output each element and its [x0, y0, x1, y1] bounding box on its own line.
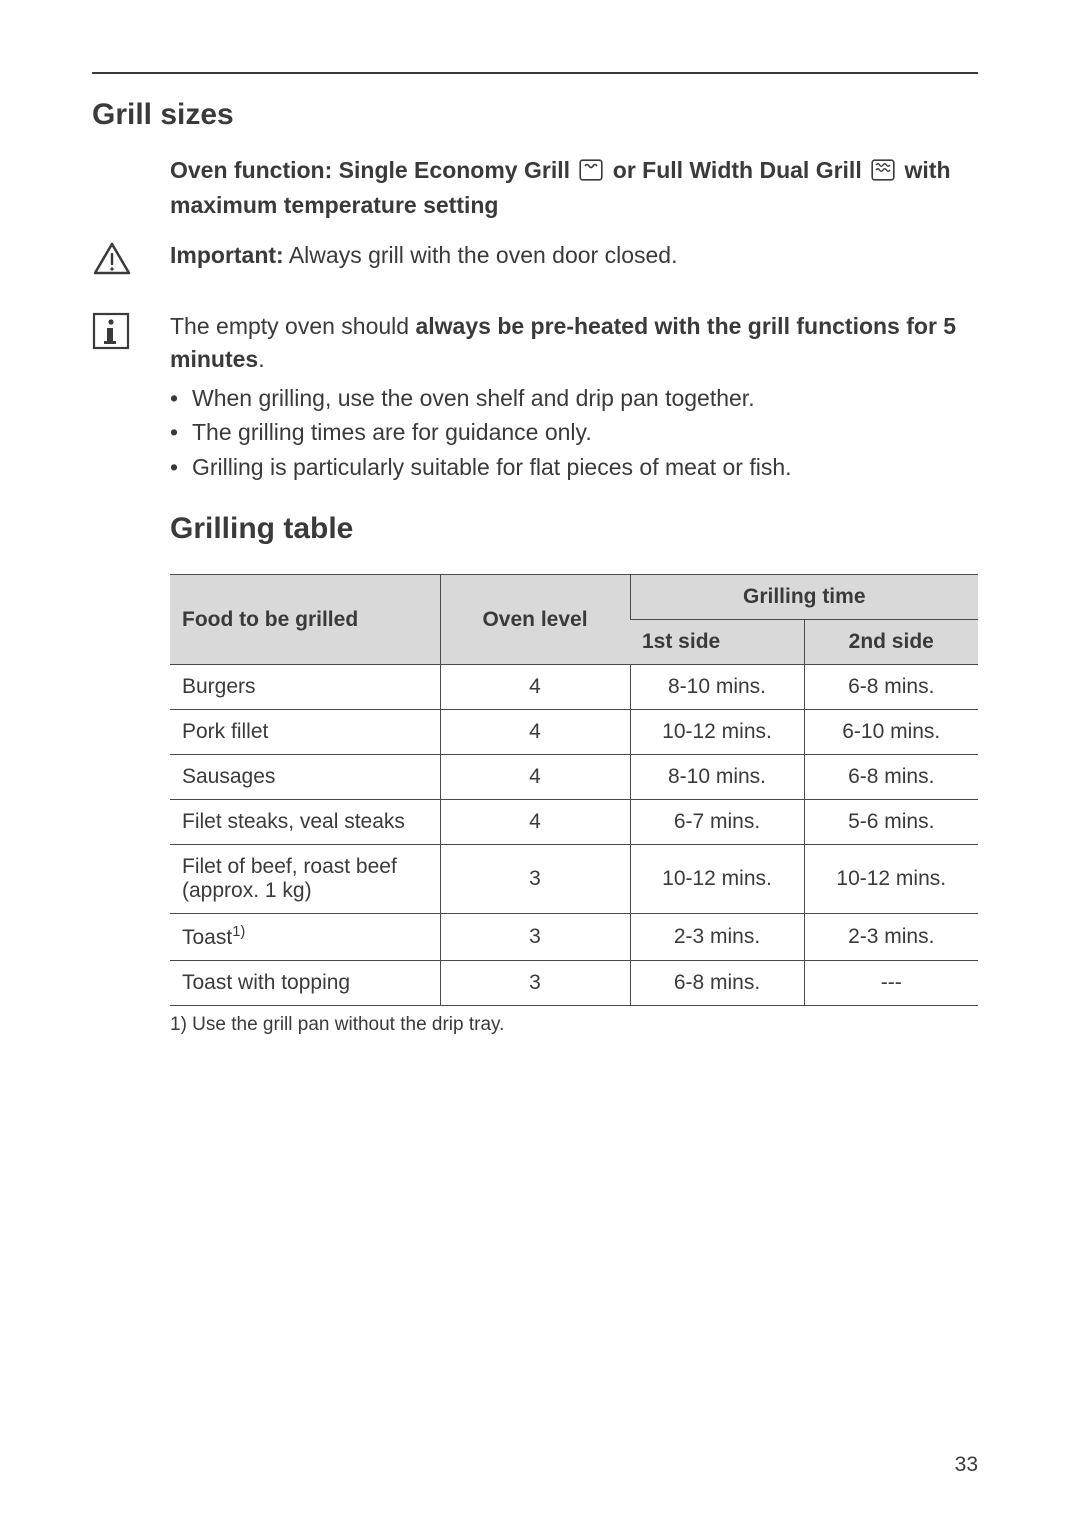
top-rule — [92, 72, 978, 74]
cell-level: 4 — [440, 710, 630, 755]
cell-side1: 10-12 mins. — [630, 710, 804, 755]
cell-food: Filet steaks, veal steaks — [170, 800, 440, 845]
cell-level: 3 — [440, 914, 630, 961]
table-footnote: 1) Use the grill pan without the drip tr… — [170, 1014, 978, 1036]
grilling-table: Food to be grilled Oven level Grilling t… — [170, 574, 978, 1006]
col-header-1st-side: 1st side — [630, 620, 804, 665]
cell-side1: 8-10 mins. — [630, 755, 804, 800]
info-icon — [92, 310, 170, 355]
cell-side2: 2-3 mins. — [804, 914, 978, 961]
page-number: 33 — [955, 1453, 978, 1477]
cell-side1: 6-8 mins. — [630, 961, 804, 1006]
table-row: Sausages48-10 mins.6-8 mins. — [170, 755, 978, 800]
cell-side1: 8-10 mins. — [630, 665, 804, 710]
col-header-level: Oven level — [440, 575, 630, 665]
list-item: When grilling, use the oven shelf and dr… — [170, 381, 978, 416]
cell-food: Burgers — [170, 665, 440, 710]
cell-side2: 10-12 mins. — [804, 845, 978, 914]
dual-grill-icon — [871, 157, 895, 189]
info-trail: . — [258, 346, 264, 372]
list-item: The grilling times are for guidance only… — [170, 415, 978, 450]
important-row: Important: Always grill with the oven do… — [92, 239, 978, 282]
table-row: Toast with topping36-8 mins.--- — [170, 961, 978, 1006]
table-row: Pork fillet410-12 mins.6-10 mins. — [170, 710, 978, 755]
cell-level: 4 — [440, 665, 630, 710]
cell-level: 3 — [440, 961, 630, 1006]
col-header-time: Grilling time — [630, 575, 978, 620]
col-header-food: Food to be grilled — [170, 575, 440, 665]
cell-side1: 10-12 mins. — [630, 845, 804, 914]
important-text: Important: Always grill with the oven do… — [170, 239, 978, 271]
cell-level: 4 — [440, 755, 630, 800]
table-row: Toast1)32-3 mins.2-3 mins. — [170, 914, 978, 961]
cell-level: 4 — [440, 800, 630, 845]
oven-function-mid: or Full Width Dual Grill — [613, 157, 868, 183]
info-row: The empty oven should always be pre-heat… — [92, 310, 978, 484]
important-body: Always grill with the oven door closed. — [284, 242, 678, 268]
info-text: The empty oven should always be pre-heat… — [170, 310, 978, 484]
table-row: Filet steaks, veal steaks46-7 mins.5-6 m… — [170, 800, 978, 845]
cell-food: Filet of beef, roast beef (approx. 1 kg) — [170, 845, 440, 914]
info-bullet-list: When grilling, use the oven shelf and dr… — [170, 381, 978, 485]
oven-function-prefix: Oven function: Single Economy Grill — [170, 157, 576, 183]
cell-side1: 6-7 mins. — [630, 800, 804, 845]
table-header-row: Food to be grilled Oven level Grilling t… — [170, 575, 978, 620]
cell-side2: 6-10 mins. — [804, 710, 978, 755]
manual-page: Grill sizes Oven function: Single Econom… — [0, 0, 1080, 1529]
cell-side2: 6-8 mins. — [804, 755, 978, 800]
cell-food: Pork fillet — [170, 710, 440, 755]
list-item: Grilling is particularly suitable for fl… — [170, 450, 978, 485]
cell-side2: 6-8 mins. — [804, 665, 978, 710]
table-row: Filet of beef, roast beef (approx. 1 kg)… — [170, 845, 978, 914]
section-title-grill-sizes: Grill sizes — [92, 98, 978, 132]
oven-function-heading: Oven function: Single Economy Grill or F… — [170, 154, 978, 221]
cell-level: 3 — [440, 845, 630, 914]
section-title-grilling-table: Grilling table — [92, 512, 978, 546]
single-grill-icon — [579, 157, 603, 189]
cell-side2: 5-6 mins. — [804, 800, 978, 845]
cell-side2: --- — [804, 961, 978, 1006]
cell-food: Toast with topping — [170, 961, 440, 1006]
warning-icon — [92, 239, 170, 282]
important-label: Important: — [170, 242, 284, 268]
cell-food: Toast1) — [170, 914, 440, 961]
cell-food: Sausages — [170, 755, 440, 800]
info-lead: The empty oven should — [170, 313, 415, 339]
cell-side1: 2-3 mins. — [630, 914, 804, 961]
col-header-2nd-side: 2nd side — [804, 620, 978, 665]
table-row: Burgers48-10 mins.6-8 mins. — [170, 665, 978, 710]
